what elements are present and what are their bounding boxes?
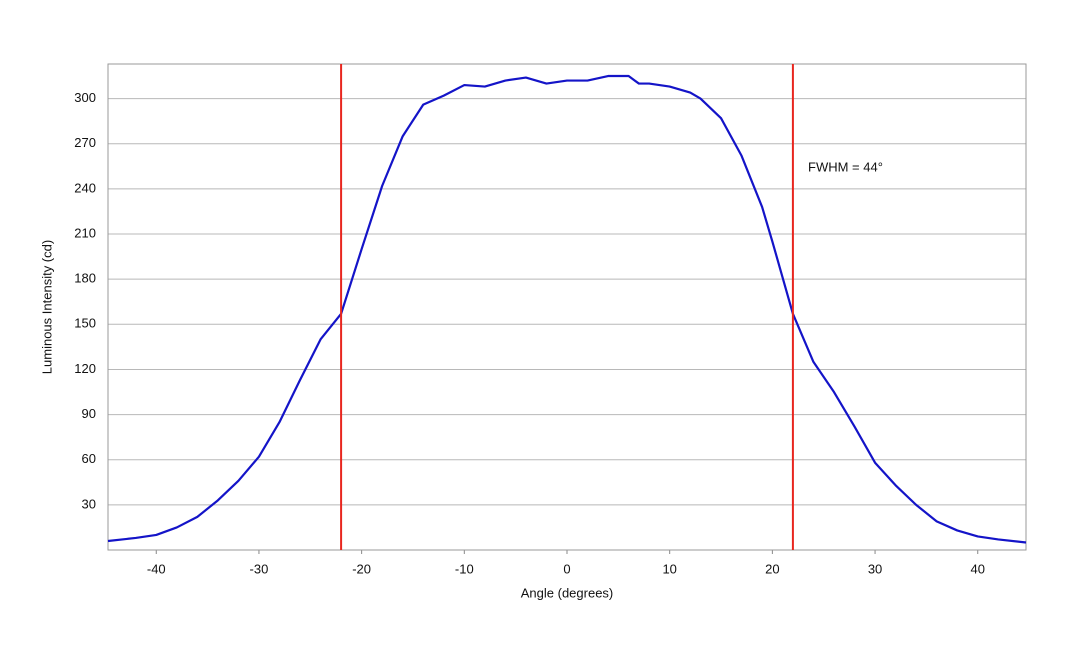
x-tick-label: 40 — [971, 561, 985, 576]
data-line — [107, 74, 1027, 544]
x-tick-label: 20 — [765, 561, 779, 576]
y-tick-label: 30 — [82, 496, 96, 511]
plot-frame — [107, 63, 1027, 551]
x-tick-label: -30 — [250, 561, 269, 576]
y-tick-label: 210 — [74, 225, 96, 240]
x-tick-label: -10 — [455, 561, 474, 576]
y-tick-label: 90 — [82, 406, 96, 421]
x-tick-label: 30 — [868, 561, 882, 576]
y-tick-label: 270 — [74, 135, 96, 150]
y-tick-label: 240 — [74, 180, 96, 195]
annotation: FWHM = 44° — [808, 159, 883, 174]
y-tick-label: 120 — [74, 361, 96, 376]
y-tick-label: 150 — [74, 316, 96, 331]
x-tick-label: -40 — [147, 561, 166, 576]
x-axis-label: Angle (degrees) — [521, 585, 614, 600]
y-tick-label: 180 — [74, 271, 96, 286]
y-axis-label: Luminous Intensity (cd) — [39, 240, 54, 374]
x-tick-label: 10 — [662, 561, 676, 576]
y-tick-label: 60 — [82, 451, 96, 466]
x-tick-label: -20 — [352, 561, 371, 576]
y-tick-label: 300 — [74, 90, 96, 105]
x-tick-label: 0 — [563, 561, 570, 576]
